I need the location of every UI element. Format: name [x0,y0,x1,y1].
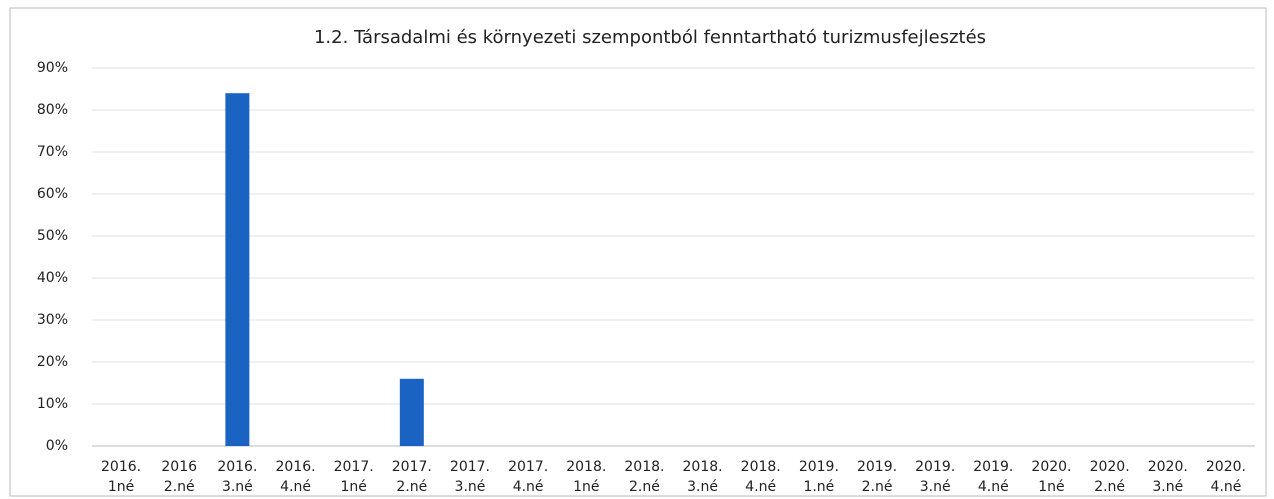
x-tick-line: 4.né [280,479,311,495]
x-tick-line: 2018. [683,459,723,475]
y-tick-label: 60% [37,186,68,202]
x-tick-line: 2016. [275,459,315,475]
x-tick-label: 2018. 3.né [683,459,723,495]
x-tick-line: 2019. [973,459,1013,475]
x-tick-label: 2018. 2.né [624,459,664,495]
chart-title: 1.2. Társadalmi és környezeti szempontbó… [314,27,986,48]
x-tick-line: 2018. [624,459,664,475]
x-tick-line: 3.né [455,479,486,495]
y-tick-label: 30% [37,312,68,328]
x-tick-label: 2017. 1né [334,459,374,495]
x-tick-line: 2018. [741,459,781,475]
x-tick-line: 4.né [1211,479,1242,495]
x-tick-line: 2019. [915,459,955,475]
x-tick-label: 2020. 3.né [1148,459,1188,495]
x-tick-label: 2020. 1né [1031,459,1071,495]
y-tick-label: 20% [37,354,68,370]
x-tick-line: 2.né [1094,479,1125,495]
x-tick-label: 2017. 4.né [508,459,548,495]
x-tick-line: 2017. [508,459,548,475]
x-tick-label: 2016. 4.né [275,459,315,495]
x-tick-label: 2016 2.né [161,459,197,495]
x-tick-label: 2016. 3.né [217,459,257,495]
x-tick-line: 4.né [978,479,1009,495]
x-tick-line: 2020. [1090,459,1130,475]
x-tick-line: 1né [573,479,599,495]
x-tick-label: 2019. 1.né [799,459,839,495]
bar [225,93,250,446]
y-tick-label: 40% [37,270,68,286]
x-tick-line: 2018. [566,459,606,475]
x-tick-label: 2018. 1né [566,459,606,495]
x-tick-line: 4.né [745,479,776,495]
x-tick-line: 2020. [1148,459,1188,475]
y-tick-label: 50% [37,228,68,244]
y-tick-label: 70% [37,144,68,160]
y-tick-label: 10% [37,396,68,412]
x-tick-line: 4.né [513,479,544,495]
x-tick-line: 2.né [862,479,893,495]
x-tick-line: 3.né [920,479,951,495]
x-tick-label: 2016. 1né [101,459,141,495]
y-tick-label: 90% [37,60,68,76]
y-tick-label: 80% [37,102,68,118]
x-tick-line: 2020. [1031,459,1071,475]
x-tick-line: 2016 [161,459,197,475]
x-tick-label: 2017. 3.né [450,459,490,495]
x-tick-line: 3.né [1152,479,1183,495]
x-tick-line: 1né [1038,479,1064,495]
x-tick-line: 2016. [217,459,257,475]
x-tick-label: 2019. 4.né [973,459,1013,495]
x-tick-line: 3.né [222,479,253,495]
x-tick-label: 2018. 4.né [741,459,781,495]
x-tick-line: 2017. [450,459,490,475]
x-tick-line: 2.né [164,479,195,495]
x-tick-line: 2016. [101,459,141,475]
x-tick-line: 2019. [857,459,897,475]
x-tick-label: 2017. 2.né [392,459,432,495]
x-tick-line: 1.né [803,479,834,495]
x-tick-line: 2020. [1206,459,1246,475]
x-tick-line: 2017. [334,459,374,475]
x-tick-line: 2019. [799,459,839,475]
bar [399,378,424,446]
y-tick-label: 0% [46,438,68,454]
x-tick-label: 2019. 3.né [915,459,955,495]
x-tick-label: 2019. 2.né [857,459,897,495]
x-tick-line: 1né [340,479,366,495]
x-tick-line: 2017. [392,459,432,475]
x-tick-line: 2.né [629,479,660,495]
chart-frame [9,7,1267,497]
x-tick-line: 1né [108,479,134,495]
x-tick-label: 2020. 4.né [1206,459,1246,495]
x-tick-label: 2020. 2.né [1090,459,1130,495]
x-tick-line: 3.né [687,479,718,495]
x-tick-line: 2.né [396,479,427,495]
